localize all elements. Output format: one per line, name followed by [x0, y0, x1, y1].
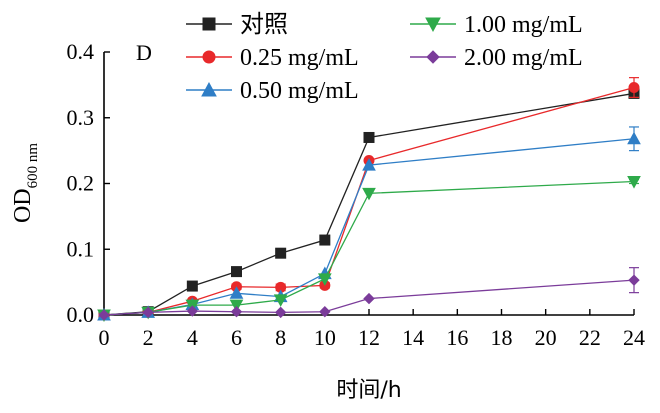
x-tick-label: 6 [231, 325, 242, 350]
y-axis-label-main: OD [10, 188, 36, 223]
legend-item: 0.25 mg/mL [186, 45, 359, 71]
axes [103, 52, 634, 316]
legend-label: 对照 [240, 10, 288, 38]
data-point [229, 286, 244, 299]
legend-marker [202, 17, 216, 31]
data-point [363, 292, 375, 305]
legend-label: 2.00 mg/mL [464, 45, 583, 71]
data-point [627, 131, 641, 145]
data-point [230, 306, 243, 318]
y-tick-label: 0.4 [67, 39, 95, 64]
series-line [103, 279, 635, 316]
data-point [319, 306, 331, 318]
data-point [98, 309, 110, 321]
x-tick-label: 16 [446, 325, 468, 350]
legend: 对照 0.25 mg/mL 0.50 mg/mL 1.00 mg/mL 2.00 mg/… [186, 10, 583, 104]
series-line [103, 86, 635, 316]
data-point [627, 176, 641, 189]
x-tick-label: 4 [187, 325, 198, 350]
legend-label: 0.25 mg/mL [240, 45, 359, 71]
data-point [229, 299, 244, 313]
legend-item: 1.00 mg/mL [410, 12, 583, 38]
data-point [362, 187, 376, 201]
legend-item: 0.50 mg/mL [186, 78, 359, 104]
x-tick-label: 12 [358, 325, 380, 350]
series-line [103, 180, 635, 316]
x-tick-label: 24 [623, 325, 645, 350]
legend-marker [201, 81, 217, 97]
data-point [186, 280, 198, 292]
y-axis-label-group: OD600 nm [10, 143, 41, 223]
data-point [317, 273, 332, 286]
data-point [274, 306, 287, 319]
x-axis-label: 时间/h [336, 378, 401, 403]
data-point [628, 82, 640, 94]
y-tick-label: 0.0 [67, 302, 95, 327]
ticks: 0 2 4 6 8 10 12 14 16 18 20 22 240.00.10.20.30.4 [67, 39, 646, 350]
x-tick-label: 20 [535, 325, 557, 350]
y-tick-label: 0.3 [67, 105, 95, 130]
x-tick-label: 10 [314, 325, 336, 350]
y-tick-label: 0.2 [67, 171, 95, 196]
data-point [319, 234, 331, 246]
data-point [273, 294, 288, 307]
x-tick-label: 22 [579, 325, 601, 350]
legend-label: 0.50 mg/mL [240, 78, 359, 104]
legend-marker [425, 17, 441, 33]
x-tick-label: 18 [491, 325, 513, 350]
legend-marker [426, 50, 440, 64]
data-point [628, 274, 640, 286]
data-point [275, 247, 287, 259]
data-point [142, 306, 154, 319]
panel-label: D [136, 40, 152, 65]
y-axis-label-subscript: 600 nm [25, 143, 41, 189]
legend-label: 1.00 mg/mL [464, 12, 583, 38]
series-line [103, 92, 635, 316]
legend-item: 2.00 mg/mL [410, 45, 583, 71]
x-tick-label: 14 [402, 325, 424, 350]
y-tick-label: 0.1 [67, 236, 95, 261]
data-point [231, 266, 242, 278]
legend-item: 对照 [186, 10, 288, 38]
x-tick-label: 8 [275, 325, 286, 350]
series-layer [97, 77, 641, 323]
legend-marker [202, 50, 216, 64]
x-tick-label: 0 [99, 325, 110, 350]
data-point [363, 131, 375, 143]
series-4 [98, 267, 640, 321]
y-axis-label: OD600 nm [10, 143, 41, 223]
data-point [186, 305, 199, 317]
x-tick-label: 2 [143, 325, 154, 350]
data-point [362, 158, 376, 171]
